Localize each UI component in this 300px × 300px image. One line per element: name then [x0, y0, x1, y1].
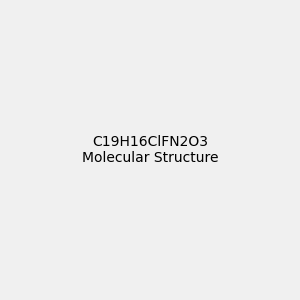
Text: C19H16ClFN2O3
Molecular Structure: C19H16ClFN2O3 Molecular Structure [82, 135, 218, 165]
